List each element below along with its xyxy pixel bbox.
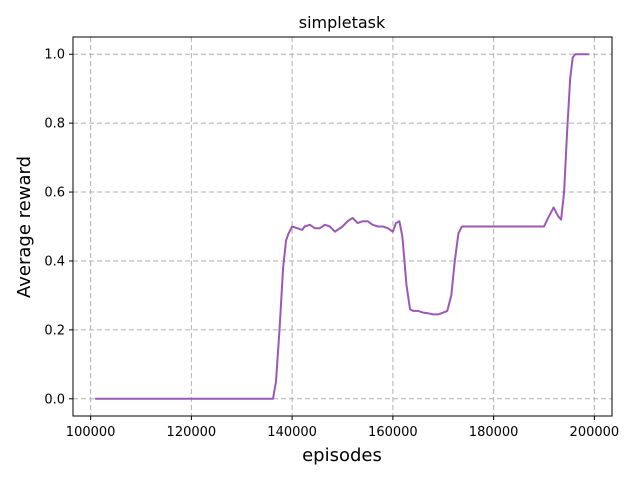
y-tick-label: 0.2 bbox=[44, 323, 65, 338]
y-tick-label: 0.8 bbox=[44, 117, 65, 132]
x-tick-label: 140000 bbox=[267, 425, 317, 440]
x-tick-label: 120000 bbox=[167, 425, 217, 440]
x-axis: 100000 120000 140000 160000 180000 200000 bbox=[66, 416, 619, 440]
x-tick-label: 100000 bbox=[66, 425, 116, 440]
y-axis: 0.0 0.2 0.4 0.6 0.8 1.0 bbox=[44, 48, 73, 407]
y-tick-label: 1.0 bbox=[44, 48, 65, 63]
y-tick-label: 0.0 bbox=[44, 392, 65, 407]
y-tick-label: 0.4 bbox=[44, 254, 65, 269]
y-tick-label: 0.6 bbox=[44, 186, 65, 201]
plot-frame bbox=[72, 36, 613, 417]
x-tick-label: 180000 bbox=[469, 425, 519, 440]
series-line bbox=[94, 53, 590, 400]
x-tick-label: 160000 bbox=[368, 425, 418, 440]
series-layer bbox=[94, 53, 590, 400]
chart-title: simpletask bbox=[299, 13, 386, 32]
y-axis-title: Average reward bbox=[14, 156, 35, 298]
x-axis-title: episodes bbox=[302, 445, 382, 466]
x-tick-label: 200000 bbox=[570, 425, 620, 440]
